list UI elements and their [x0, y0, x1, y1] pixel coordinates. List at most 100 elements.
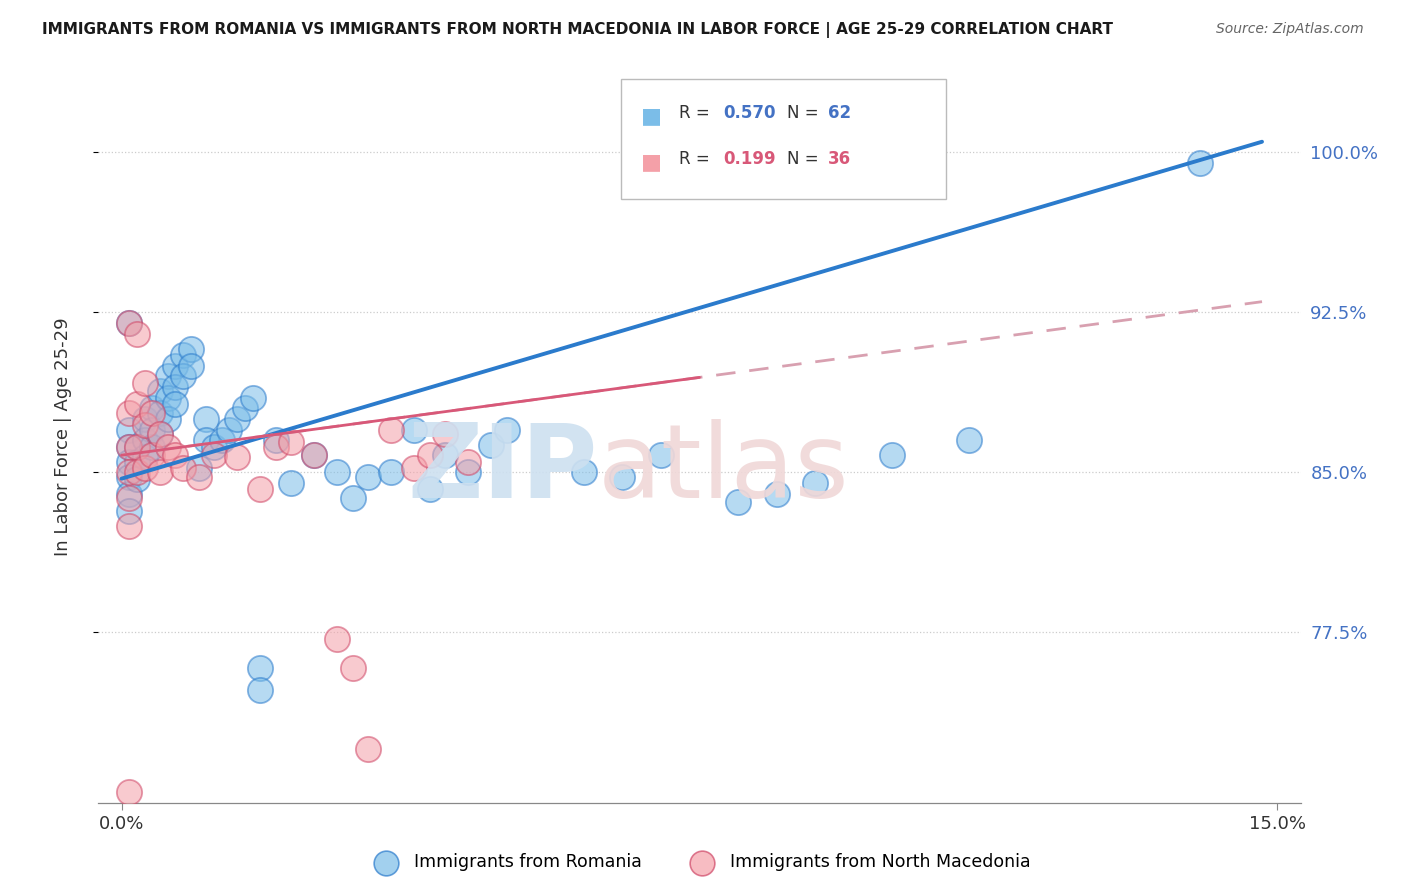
Point [202, 448, 225, 462]
Point [134, 450, 156, 465]
Text: ZIP: ZIP [406, 419, 598, 521]
Point [118, 486, 141, 500]
Point [118, 518, 141, 533]
Text: 36: 36 [828, 150, 851, 168]
Point [187, 461, 209, 475]
Point [957, 434, 980, 448]
Point [765, 486, 787, 500]
Text: 0.199: 0.199 [724, 150, 776, 168]
Point [118, 503, 141, 517]
Point [226, 412, 249, 426]
Point [125, 440, 148, 454]
Point [419, 483, 441, 497]
Point [195, 434, 218, 448]
Y-axis label: In Labor Force | Age 25-29: In Labor Force | Age 25-29 [53, 318, 72, 557]
Point [195, 412, 218, 426]
Legend: Immigrants from Romania, Immigrants from North Macedonia: Immigrants from Romania, Immigrants from… [361, 847, 1038, 879]
Point [165, 359, 187, 373]
Point [342, 491, 364, 505]
Point [125, 440, 148, 454]
Point [172, 348, 194, 362]
Point [404, 461, 426, 475]
Point [211, 434, 233, 448]
Point [434, 426, 457, 441]
Point [727, 495, 749, 509]
Point [457, 465, 479, 479]
Point [165, 380, 187, 394]
Text: 62: 62 [828, 104, 851, 122]
Text: ■: ■ [641, 152, 662, 172]
Text: 0.570: 0.570 [724, 104, 776, 122]
Point [118, 465, 141, 479]
Point [233, 401, 256, 416]
Point [380, 423, 402, 437]
Point [125, 465, 148, 479]
Point [165, 448, 187, 462]
Point [141, 440, 163, 454]
Text: atlas: atlas [598, 419, 849, 521]
Point [180, 342, 202, 356]
Point [149, 384, 172, 399]
Point [380, 465, 402, 479]
Point [1189, 156, 1212, 170]
Point [134, 434, 156, 448]
Point [156, 412, 179, 426]
Point [118, 785, 141, 799]
Point [141, 448, 163, 462]
Text: IMMIGRANTS FROM ROMANIA VS IMMIGRANTS FROM NORTH MACEDONIA IN LABOR FORCE | AGE : IMMIGRANTS FROM ROMANIA VS IMMIGRANTS FR… [42, 22, 1114, 38]
Point [149, 465, 172, 479]
Point [118, 406, 141, 420]
Point [134, 412, 156, 426]
Text: N =: N = [787, 104, 824, 122]
Text: Source: ZipAtlas.com: Source: ZipAtlas.com [1216, 22, 1364, 37]
Point [495, 423, 517, 437]
Point [804, 475, 827, 490]
Point [118, 440, 141, 454]
Point [404, 423, 426, 437]
Point [165, 397, 187, 411]
Point [264, 434, 287, 448]
Point [326, 632, 349, 646]
Point [882, 448, 904, 462]
Point [650, 448, 672, 462]
Point [302, 448, 325, 462]
Point [202, 440, 225, 454]
Point [302, 448, 325, 462]
Point [125, 397, 148, 411]
Point [280, 435, 302, 450]
Point [357, 469, 380, 483]
Text: ■: ■ [641, 106, 662, 127]
Point [612, 469, 634, 483]
Point [149, 426, 172, 441]
Point [125, 472, 148, 486]
Point [141, 423, 163, 437]
Point [357, 742, 380, 756]
Point [118, 423, 141, 437]
Point [249, 483, 271, 497]
Text: R =: R = [679, 150, 716, 168]
Point [226, 450, 249, 465]
Point [172, 461, 194, 475]
Point [141, 401, 163, 416]
Point [419, 448, 441, 462]
Point [342, 661, 364, 675]
Point [264, 440, 287, 454]
Point [457, 454, 479, 468]
Point [481, 437, 503, 451]
FancyBboxPatch shape [621, 78, 946, 200]
Point [141, 406, 163, 420]
Point [572, 465, 595, 479]
Point [118, 454, 141, 468]
Point [118, 316, 141, 330]
Point [326, 465, 349, 479]
Point [249, 682, 271, 697]
Point [118, 316, 141, 330]
Text: R =: R = [679, 104, 716, 122]
Point [242, 391, 264, 405]
Point [156, 369, 179, 384]
Point [156, 440, 179, 454]
Point [218, 423, 240, 437]
Point [125, 454, 148, 468]
Point [134, 376, 156, 390]
Point [172, 369, 194, 384]
